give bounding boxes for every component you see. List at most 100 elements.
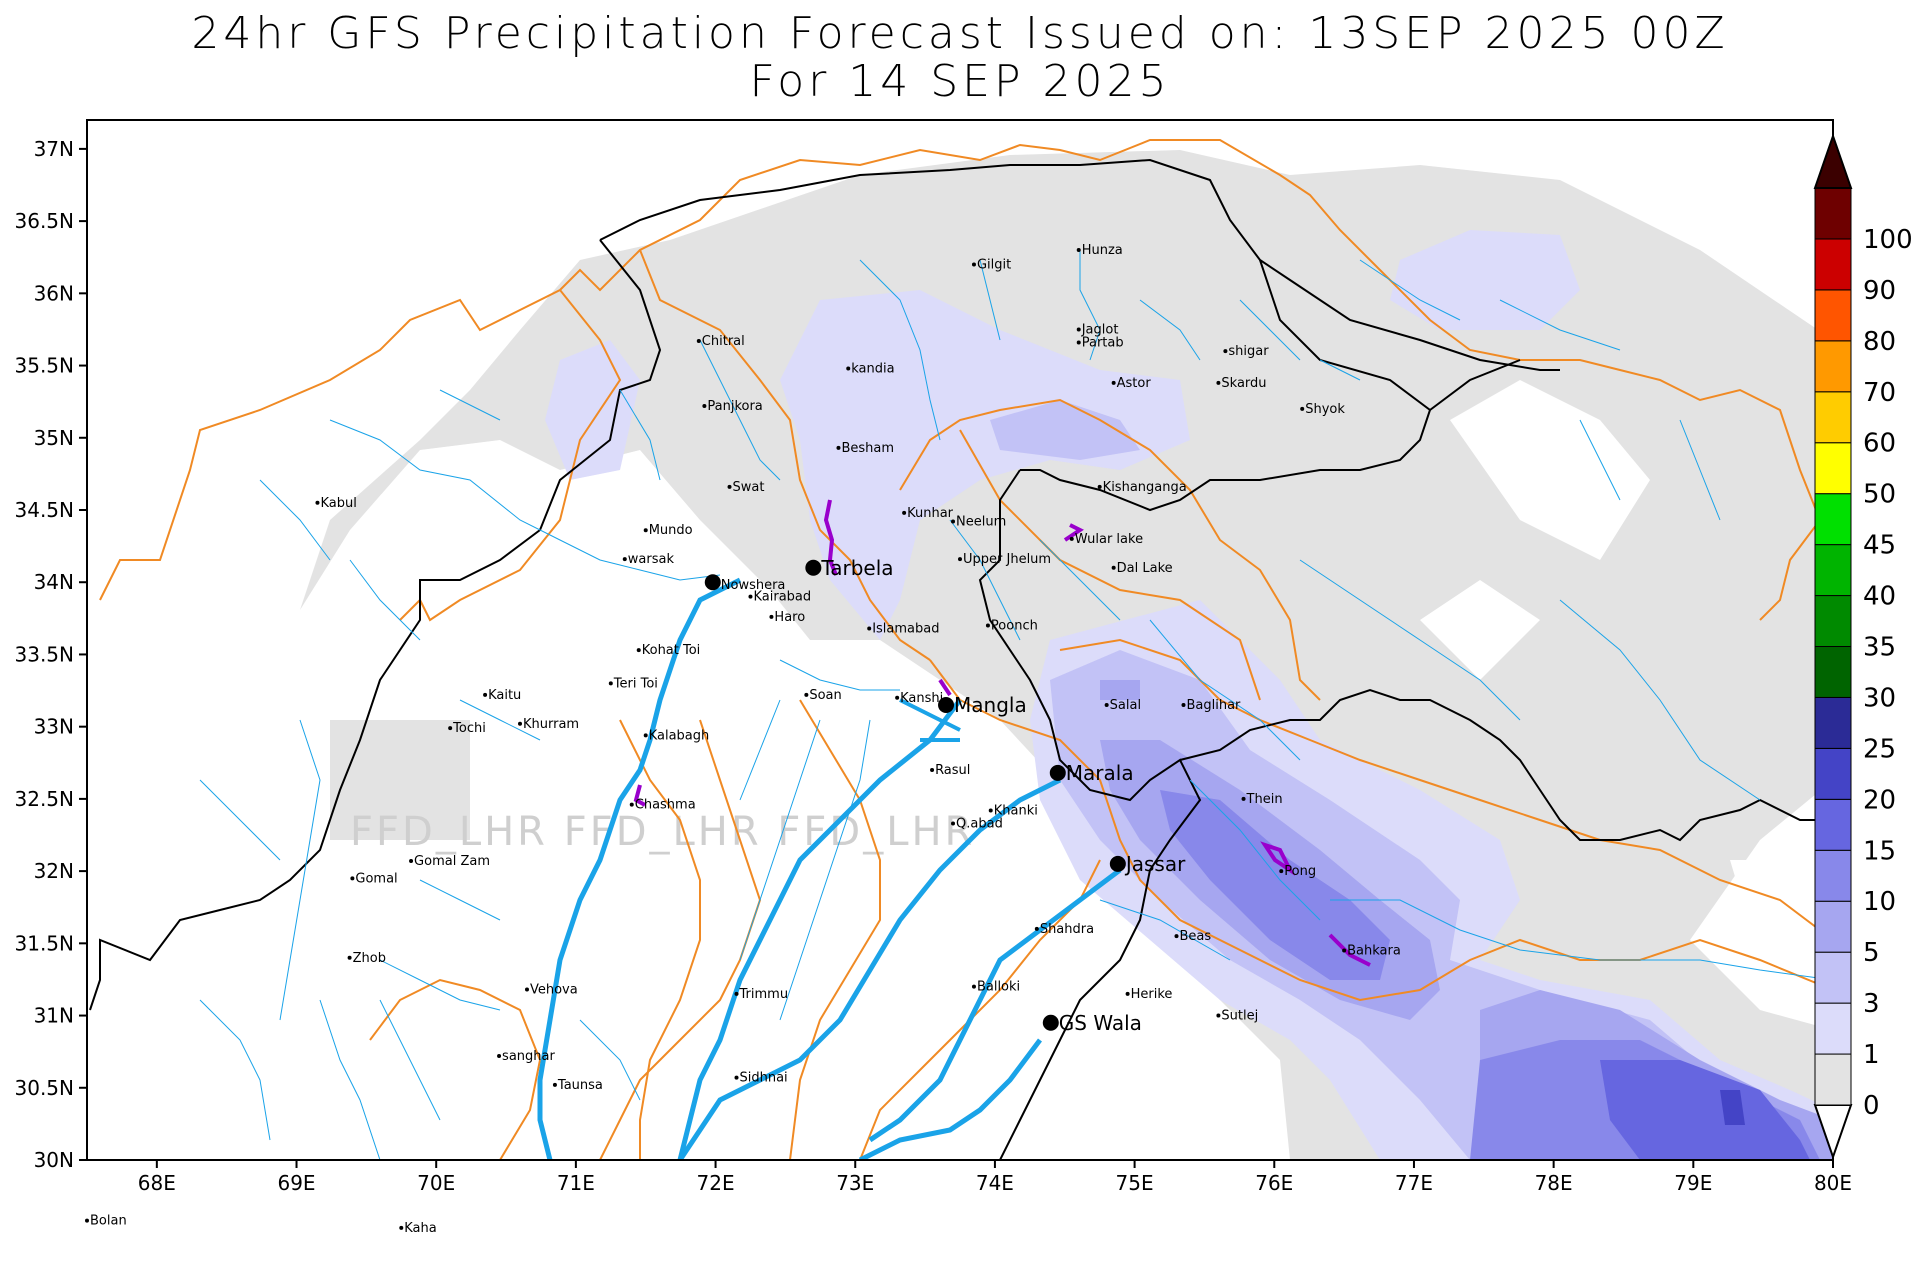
x-tick-label: 76E <box>1255 1171 1293 1195</box>
place-label: Bolan <box>90 1214 127 1229</box>
place-marker <box>1216 1013 1221 1018</box>
river-tributary <box>199 250 1833 1160</box>
place-marker <box>727 484 732 489</box>
place-marker <box>1104 703 1109 707</box>
x-tick-label: 69E <box>277 1171 315 1195</box>
place-marker <box>409 859 414 863</box>
place-marker <box>448 726 453 731</box>
place-label: Teri Toi <box>613 676 658 691</box>
colorbar-top-arrow <box>1813 132 1853 189</box>
basin-boundary <box>639 249 931 661</box>
place-label: Partab <box>1082 335 1124 350</box>
colorbar-label: 70 <box>1863 378 1896 408</box>
x-tick-label: 72E <box>697 1171 735 1195</box>
precip-area-1 <box>780 290 1190 640</box>
place-marker <box>1181 703 1186 707</box>
colorbar-label: 1 <box>1863 1040 1880 1070</box>
y-tick-label: 32.5N <box>15 787 75 811</box>
reservoir-shape <box>823 499 838 576</box>
colorbar-label: 10 <box>1863 887 1896 917</box>
place-label: Besham <box>841 441 894 456</box>
basin-boundary <box>99 139 1822 621</box>
colorbar-label: 45 <box>1863 531 1896 561</box>
basin-boundary <box>399 289 622 622</box>
place-label: Salal <box>1110 698 1141 713</box>
place-label: Haro <box>774 610 805 625</box>
y-tick-label: 36.5N <box>15 209 75 233</box>
y-tick-label: 30.5N <box>15 1076 75 1100</box>
colorbar-segment <box>1814 544 1852 597</box>
river-sutlej <box>858 1038 1042 1160</box>
place-label: Q.abad <box>956 816 1003 831</box>
colorbar-segment <box>1814 646 1852 698</box>
place-label: Islamabad <box>872 621 939 636</box>
colorbar-label: 35 <box>1863 633 1896 663</box>
y-tick-label: 32N <box>34 859 74 883</box>
dam-label: Tarbela <box>820 556 893 580</box>
national-border <box>89 239 662 1011</box>
place-label: Khanki <box>994 803 1038 818</box>
place-marker <box>552 1082 557 1087</box>
place-marker <box>643 733 648 738</box>
place-label: Poonch <box>991 619 1038 634</box>
precip-area-20 <box>1720 1090 1745 1125</box>
place-label: Sutlej <box>1221 1009 1258 1024</box>
place-marker <box>985 623 990 628</box>
place-label: Skardu <box>1221 376 1266 391</box>
place-marker <box>951 821 956 826</box>
place-label: Kanshi <box>900 691 943 706</box>
place-label: Astor <box>1117 376 1152 391</box>
reservoir-shape <box>1260 841 1296 876</box>
place-marker <box>1069 536 1074 541</box>
colorbar-label: 80 <box>1863 327 1896 357</box>
place-marker <box>497 1054 502 1058</box>
x-tick-label: 74E <box>976 1171 1014 1195</box>
place-label: Kaha <box>404 1221 436 1236</box>
dam-label: Marala <box>1066 761 1134 785</box>
place-marker <box>1216 380 1221 385</box>
colorbar-segment <box>1814 238 1852 291</box>
place-label: Neelum <box>956 515 1006 530</box>
place-label: Thein <box>1246 792 1283 807</box>
place-label: warsak <box>628 552 675 567</box>
national-border <box>1429 359 1521 411</box>
place-marker <box>836 445 841 450</box>
place-label: Tochi <box>452 721 486 736</box>
place-marker <box>734 1075 739 1080</box>
dam-marker <box>1049 764 1066 781</box>
place-label: Shyok <box>1305 402 1345 417</box>
place-label: Kishanganga <box>1103 480 1187 495</box>
place-label: Chashma <box>635 798 696 813</box>
colorbar-segment <box>1814 493 1852 546</box>
reservoir-shape <box>938 678 952 697</box>
y-tick-label: 34.5N <box>15 498 75 522</box>
place-marker <box>1097 484 1102 489</box>
place-label: Kabul <box>320 496 356 511</box>
y-tick-label: 33.5N <box>15 642 75 666</box>
place-marker <box>846 366 851 371</box>
x-tick-label: 70E <box>417 1171 455 1195</box>
place-marker <box>696 339 701 343</box>
place-marker <box>1223 349 1228 354</box>
colorbar-label: 100 <box>1863 225 1913 255</box>
y-tick-label: 34N <box>34 570 74 594</box>
colorbar-label: 25 <box>1863 734 1896 764</box>
dam-label: GS Wala <box>1059 1011 1142 1035</box>
place-label: Gomal Zam <box>414 854 490 869</box>
basin-boundary <box>619 719 701 1160</box>
place-label: sanghar <box>502 1049 555 1064</box>
place-marker <box>518 721 523 726</box>
colorbar-segment <box>1814 1053 1852 1106</box>
place-marker <box>643 528 648 533</box>
y-tick-label: 36N <box>34 281 74 305</box>
dam-markers: Tarbela Mangla Marala Jassar GS Wala Nowshera <box>704 556 1186 1035</box>
river-mangla-reservoir <box>899 698 961 742</box>
precip-area-15 <box>1600 1060 1810 1160</box>
dam-marker <box>938 697 955 713</box>
place-label: Gomal <box>355 871 397 886</box>
colorbar-label: 60 <box>1863 429 1896 459</box>
rivers <box>199 250 1833 1160</box>
x-tick-label: 77E <box>1395 1171 1433 1195</box>
place-marker <box>971 984 976 989</box>
